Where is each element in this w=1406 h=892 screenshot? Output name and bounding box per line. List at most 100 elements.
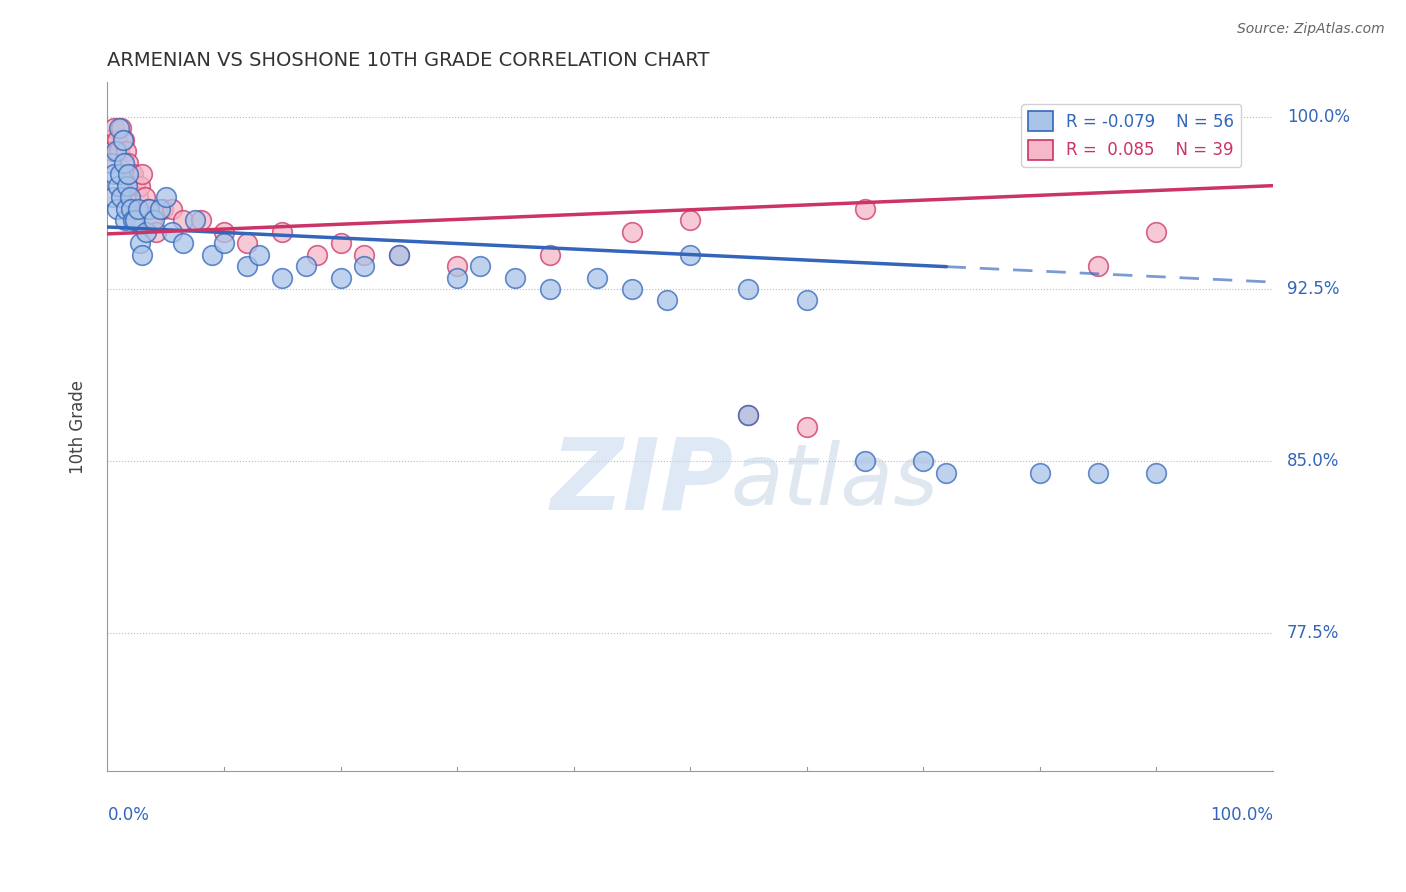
Point <box>114 213 136 227</box>
Point <box>470 259 492 273</box>
Point <box>145 225 167 239</box>
Point <box>138 202 160 216</box>
Point <box>117 155 139 169</box>
Point <box>796 293 818 308</box>
Point <box>912 454 935 468</box>
Point <box>247 247 270 261</box>
Point <box>737 409 759 423</box>
Text: 100.0%: 100.0% <box>1209 805 1272 823</box>
Text: 100.0%: 100.0% <box>1286 108 1350 126</box>
Point <box>107 178 129 193</box>
Point <box>100 155 122 169</box>
Point <box>1087 259 1109 273</box>
Point <box>117 167 139 181</box>
Point <box>679 247 702 261</box>
Point <box>329 235 352 250</box>
Point <box>307 247 329 261</box>
Text: atlas: atlas <box>731 441 939 524</box>
Point <box>353 259 375 273</box>
Point <box>110 190 132 204</box>
Point <box>115 145 138 159</box>
Point <box>446 259 468 273</box>
Text: 85.0%: 85.0% <box>1286 452 1339 470</box>
Point <box>172 213 194 227</box>
Point <box>271 225 294 239</box>
Point <box>127 190 149 204</box>
Point <box>120 167 142 181</box>
Text: Source: ZipAtlas.com: Source: ZipAtlas.com <box>1237 22 1385 37</box>
Point <box>104 145 127 159</box>
Point <box>184 213 207 227</box>
Point <box>796 419 818 434</box>
Point <box>294 259 316 273</box>
Point <box>112 133 135 147</box>
Legend: R = -0.079    N = 56, R =  0.085    N = 39: R = -0.079 N = 56, R = 0.085 N = 39 <box>1021 104 1241 167</box>
Point <box>141 213 163 227</box>
Point <box>620 225 643 239</box>
Point <box>122 167 145 181</box>
Point <box>853 454 876 468</box>
Point <box>149 202 172 216</box>
Point <box>103 167 125 181</box>
Point <box>201 247 224 261</box>
Point <box>190 213 212 227</box>
Text: ARMENIAN VS SHOSHONE 10TH GRADE CORRELATION CHART: ARMENIAN VS SHOSHONE 10TH GRADE CORRELAT… <box>107 51 710 70</box>
Point <box>110 167 132 181</box>
Text: 77.5%: 77.5% <box>1286 624 1339 642</box>
Point <box>935 466 957 480</box>
Point <box>124 178 146 193</box>
Point <box>105 133 128 147</box>
Point <box>122 213 145 227</box>
Point <box>172 235 194 250</box>
Point <box>1087 466 1109 480</box>
Point <box>131 167 153 181</box>
Point <box>236 259 259 273</box>
Point <box>117 178 139 193</box>
Point <box>679 213 702 227</box>
Point <box>129 178 152 193</box>
Point <box>118 190 141 204</box>
Point <box>620 282 643 296</box>
Point <box>236 235 259 250</box>
Point <box>586 270 609 285</box>
Point <box>101 145 124 159</box>
Point <box>271 270 294 285</box>
Point <box>143 213 166 227</box>
Point <box>110 121 132 136</box>
Point <box>388 247 411 261</box>
Point <box>212 225 235 239</box>
Point <box>108 121 131 136</box>
Point <box>1028 466 1050 480</box>
Point <box>353 247 375 261</box>
Point <box>115 202 138 216</box>
Point <box>1144 466 1167 480</box>
Point <box>134 190 156 204</box>
Point <box>111 133 134 147</box>
Point <box>103 121 125 136</box>
Point <box>538 282 561 296</box>
Point <box>853 202 876 216</box>
Point <box>131 247 153 261</box>
Text: 10th Grade: 10th Grade <box>69 380 87 474</box>
Point <box>737 409 759 423</box>
Point <box>737 282 759 296</box>
Point <box>108 145 131 159</box>
Point <box>446 270 468 285</box>
Point <box>160 225 183 239</box>
Point <box>212 235 235 250</box>
Text: 0.0%: 0.0% <box>107 805 149 823</box>
Point <box>124 213 146 227</box>
Point <box>160 202 183 216</box>
Point <box>538 247 561 261</box>
Point <box>152 202 174 216</box>
Point <box>98 133 121 147</box>
Point <box>112 155 135 169</box>
Point <box>135 225 157 239</box>
Point <box>155 190 177 204</box>
Text: 92.5%: 92.5% <box>1286 280 1340 298</box>
Point <box>1144 225 1167 239</box>
Text: ZIP: ZIP <box>550 434 734 531</box>
Point <box>127 202 149 216</box>
Point <box>388 247 411 261</box>
Point <box>105 202 128 216</box>
